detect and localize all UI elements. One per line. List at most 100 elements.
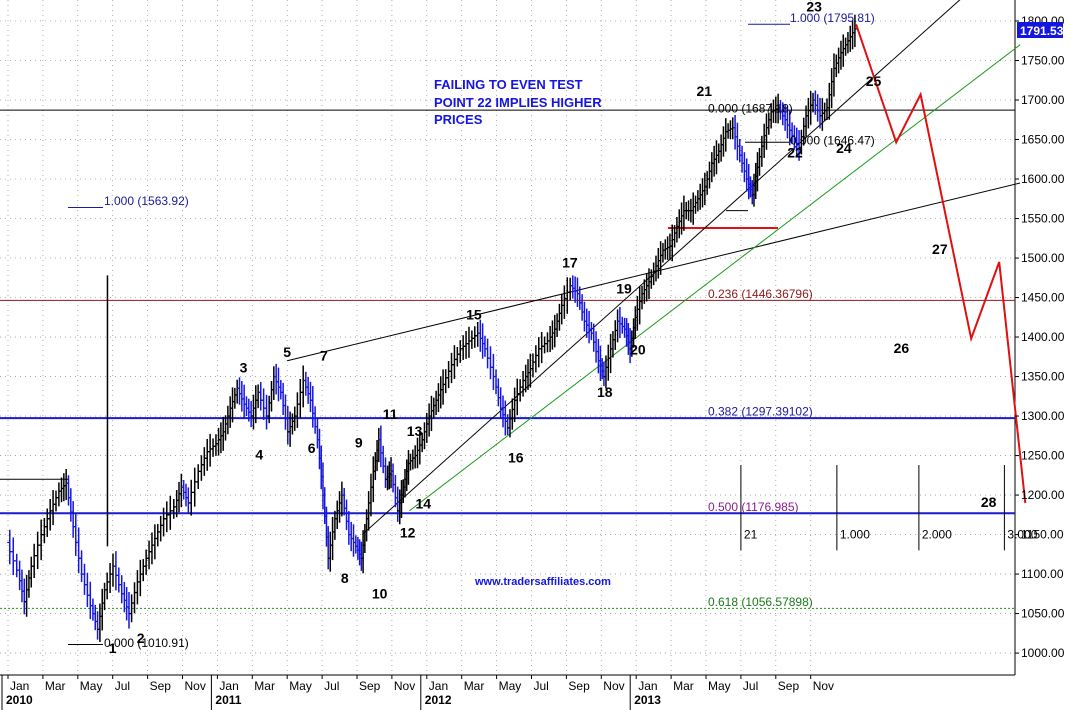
- current-price-badge-bg: [1017, 22, 1063, 38]
- wave-label: 19: [616, 281, 632, 297]
- wave-label: 23: [806, 0, 822, 15]
- x-tick-label: May: [80, 679, 103, 693]
- x-tick-label: Sep: [568, 679, 590, 693]
- y-tick-label: 1600.00: [1021, 172, 1065, 186]
- annotation-line-1: FAILING TO EVEN TEST: [434, 77, 583, 92]
- x-tick-label: Nov: [813, 679, 834, 693]
- green-trend-line: [409, 44, 1021, 512]
- y-tick-label: 1100.00: [1021, 567, 1064, 581]
- annotation-note: FAILING TO EVEN TEST POINT 22 IMPLIES HI…: [434, 77, 602, 127]
- wave-label: 26: [894, 340, 910, 356]
- x-tick-label: Jul: [743, 679, 758, 693]
- x-tick-label: Jul: [534, 679, 549, 693]
- x-tick-label: Jul: [324, 679, 339, 693]
- fib-level-label: 1.000 (1563.92): [104, 194, 189, 208]
- wave-label: 5: [283, 344, 291, 360]
- fib-level-label: 0.000 (1646.47): [790, 134, 875, 148]
- wave-label: 1: [109, 640, 117, 656]
- x-year-label: 2010: [6, 693, 33, 707]
- wave-label: 22: [787, 145, 803, 161]
- x-tick-label: May: [289, 679, 312, 693]
- wave-label: 7: [320, 348, 328, 364]
- fib-level-label: 1.000 (1795.81): [790, 11, 875, 25]
- wave-label: 2: [137, 630, 145, 646]
- time-ratio-label: 21: [744, 528, 758, 542]
- current-price-badge: 1791.53: [1017, 22, 1064, 38]
- fib-level-label: 0.000 (1687.18): [708, 102, 793, 116]
- y-tick-label: 1000.00: [1021, 646, 1065, 660]
- wave-label: 6: [308, 440, 316, 456]
- y-tick-label: 1050.00: [1021, 607, 1065, 621]
- x-year-label: 2011: [215, 693, 241, 707]
- x-tick-label: Jan: [10, 679, 29, 693]
- y-tick-label: 1550.00: [1021, 212, 1065, 226]
- time-ratio-label: 2.000: [922, 528, 952, 542]
- y-tick-label: 1350.00: [1021, 370, 1065, 384]
- y-tick-label: 1700.00: [1021, 93, 1065, 107]
- x-tick-label: Nov: [603, 679, 624, 693]
- x-year-label: 2012: [425, 693, 452, 707]
- y-tick-label: 1250.00: [1021, 449, 1065, 463]
- wave-label: 12: [400, 525, 416, 541]
- x-tick-label: Jul: [115, 679, 130, 693]
- projection-line: [855, 23, 1027, 504]
- annotation-line-2: POINT 22 IMPLIES HIGHER: [434, 95, 602, 110]
- x-tick-label: Sep: [359, 679, 381, 693]
- y-tick-label: 1200.00: [1021, 488, 1065, 502]
- x-tick-label: Mar: [673, 679, 694, 693]
- mid-trend-line: [361, 0, 961, 535]
- y-tick-label: 1450.00: [1021, 291, 1065, 305]
- y-axis: 1000.00 1050.00 1100.00 1150.00 1200.00 1250.…: [1015, 14, 1065, 660]
- y-tick-label: 1300.00: [1021, 409, 1065, 423]
- y-tick-label: 1150.00: [1021, 528, 1064, 542]
- fib-level-label: 0.236 (1446.36796): [708, 287, 813, 301]
- x-tick-label: May: [708, 679, 731, 693]
- annotation-line-3: PRICES: [434, 112, 483, 127]
- y-tick-label: 1750.00: [1021, 54, 1065, 68]
- x-tick-label: Mar: [464, 679, 485, 693]
- wave-label: 17: [562, 255, 578, 271]
- x-tick-label: May: [499, 679, 522, 693]
- chart-grid: [0, 0, 1016, 676]
- wave-label: 13: [407, 423, 423, 439]
- x-tick-label: Nov: [185, 679, 206, 693]
- x-tick-label: Sep: [778, 679, 800, 693]
- wave-label: 4: [255, 447, 263, 463]
- wave-label: 27: [932, 241, 948, 257]
- wave-label: 9: [355, 435, 363, 451]
- x-tick-label: Mar: [45, 679, 66, 693]
- chart-labels: 1.000 (1563.92) 1.000 (1795.81) 0.000 (168…: [104, 0, 1038, 656]
- y-tick-label: 1500.00: [1021, 251, 1065, 265]
- wave-label: 3: [240, 360, 248, 376]
- x-tick-label: Nov: [394, 679, 415, 693]
- projection-path: [855, 23, 1027, 504]
- x-year-label: 2013: [634, 693, 661, 707]
- wave-label: 24: [836, 140, 852, 156]
- x-tick-label: Sep: [150, 679, 172, 693]
- x-tick-label: Jan: [638, 679, 657, 693]
- current-price-label: 1791.53: [1020, 24, 1064, 38]
- trend-lines: [106, 0, 1021, 547]
- wave-label: 18: [597, 384, 613, 400]
- time-ratio-label: 3.000: [1007, 528, 1037, 542]
- wave-label: 11: [383, 406, 398, 422]
- wave-label: 16: [508, 450, 524, 466]
- fib-level-label: 0.618 (1056.57898): [708, 595, 813, 609]
- x-tick-label: Jan: [219, 679, 238, 693]
- wave-label: 28: [981, 494, 997, 510]
- wave-label: 14: [416, 495, 432, 511]
- fib-level-label: 0.500 (1176.985): [708, 500, 799, 514]
- wave-label: 20: [630, 341, 646, 357]
- wave-label: 8: [341, 570, 349, 586]
- wave-label: 10: [372, 586, 388, 602]
- price-bars: [7, 14, 858, 643]
- fib-level-label: 0.382 (1297.39102): [708, 405, 813, 419]
- x-tick-label: Mar: [254, 679, 275, 693]
- time-ratio-label: 1.000: [840, 528, 870, 542]
- wave-label: 21: [696, 83, 712, 99]
- watermark-url: www.tradersaffiliates.com: [474, 576, 611, 588]
- y-tick-label: 1650.00: [1021, 133, 1065, 147]
- y-tick-label: 1400.00: [1021, 330, 1065, 344]
- x-tick-label: Jan: [429, 679, 448, 693]
